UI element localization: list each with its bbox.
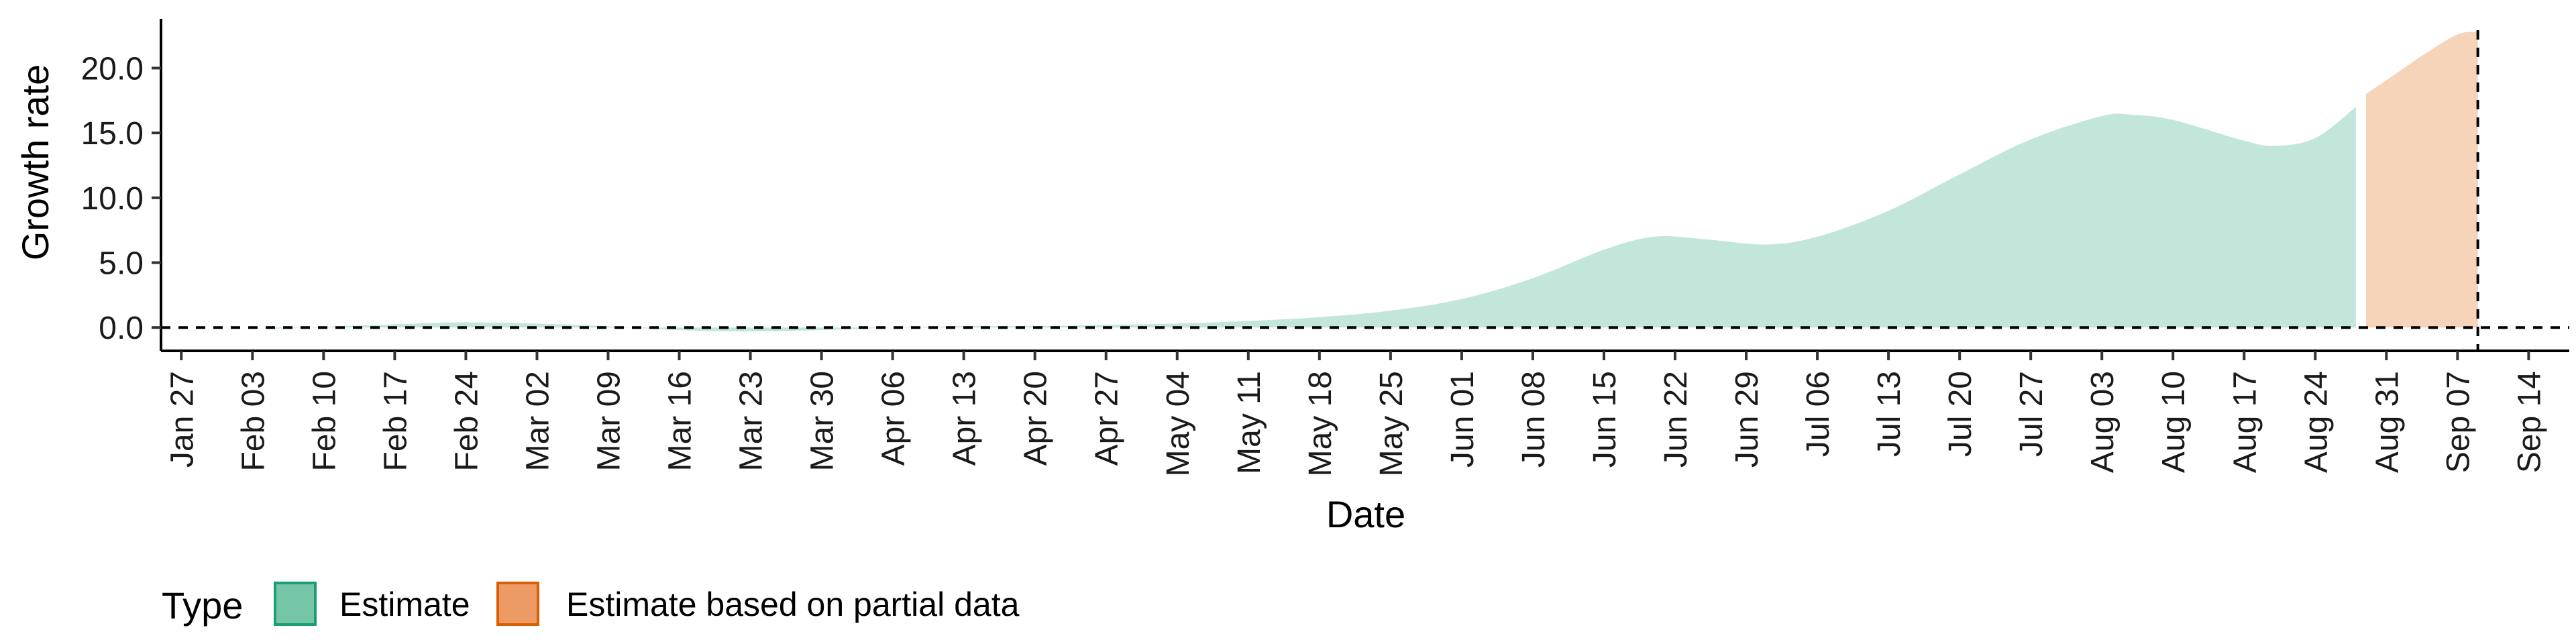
x-tick-label: Mar 30: [805, 371, 841, 471]
x-tick-label: Apr 13: [947, 371, 983, 466]
x-tick-label: Feb 10: [307, 371, 342, 471]
x-tick-label: Aug 24: [2298, 371, 2334, 473]
x-tick-label: Jul 20: [1943, 371, 1978, 457]
x-tick-label: Aug 03: [2085, 371, 2121, 473]
x-tick-label: Jul 13: [1872, 371, 1907, 457]
x-tick-label: Apr 20: [1018, 371, 1054, 466]
x-tick-label: Jan 27: [164, 371, 200, 468]
x-tick-label: Aug 17: [2227, 371, 2263, 473]
y-axis-ticks: 0.0 5.0 10.0 15.0 20.0: [81, 51, 161, 346]
x-tick-label: May 18: [1303, 371, 1338, 476]
y-tick-label: 15.0: [81, 116, 144, 152]
partial-data-area: [2366, 32, 2478, 328]
legend-swatch-partial: [496, 582, 539, 626]
x-tick-label: Jun 22: [1658, 371, 1694, 468]
reference-lines: [161, 30, 2569, 351]
x-tick-label: May 04: [1161, 371, 1196, 476]
x-tick-label: Aug 31: [2369, 371, 2405, 473]
series-areas: [272, 32, 2478, 331]
legend-label-partial: Estimate based on partial data: [566, 586, 1020, 623]
x-tick-label: Aug 10: [2156, 371, 2192, 473]
x-tick-label: Apr 06: [876, 371, 912, 466]
x-tick-label: Jun 29: [1729, 371, 1765, 468]
x-tick-label: Mar 16: [663, 371, 698, 471]
x-tick-label: Apr 27: [1089, 371, 1125, 466]
y-tick-label: 10.0: [81, 181, 144, 217]
legend: Type Estimate Estimate based on partial …: [162, 582, 1020, 627]
y-tick-label: 0.0: [99, 311, 144, 346]
x-tick-label: Jun 15: [1587, 371, 1623, 468]
legend-label-estimate: Estimate: [339, 586, 470, 623]
x-axis-title: Date: [1326, 493, 1405, 535]
x-tick-label: Mar 02: [521, 371, 556, 471]
legend-swatch-estimate: [274, 582, 317, 626]
x-tick-label: Sep 14: [2512, 371, 2547, 473]
x-tick-label: Feb 03: [235, 371, 271, 471]
x-tick-label: Jun 08: [1516, 371, 1552, 468]
x-tick-label: May 11: [1232, 371, 1267, 474]
x-axis-ticks: Jan 27 Feb 03 Feb 10 Feb 17 Feb 24 Mar 02 Mar …: [164, 351, 2547, 476]
x-tick-label: Mar 09: [592, 371, 627, 471]
x-tick-label: Feb 17: [378, 371, 413, 471]
x-tick-label: Sep 07: [2440, 371, 2476, 473]
x-tick-label: May 25: [1374, 371, 1409, 476]
x-tick-label: Mar 23: [734, 371, 769, 471]
x-tick-label: Jul 06: [1801, 371, 1836, 457]
x-tick-label: Jun 01: [1445, 371, 1481, 468]
legend-title: Type: [162, 584, 243, 627]
y-tick-label: 20.0: [81, 51, 144, 87]
y-axis-title: Growth rate: [14, 64, 56, 261]
y-tick-label: 5.0: [99, 246, 144, 282]
axes: [160, 19, 2569, 352]
estimate-area: [272, 107, 2356, 331]
x-tick-label: Jul 27: [2014, 371, 2049, 457]
x-tick-label: Feb 24: [449, 371, 484, 471]
